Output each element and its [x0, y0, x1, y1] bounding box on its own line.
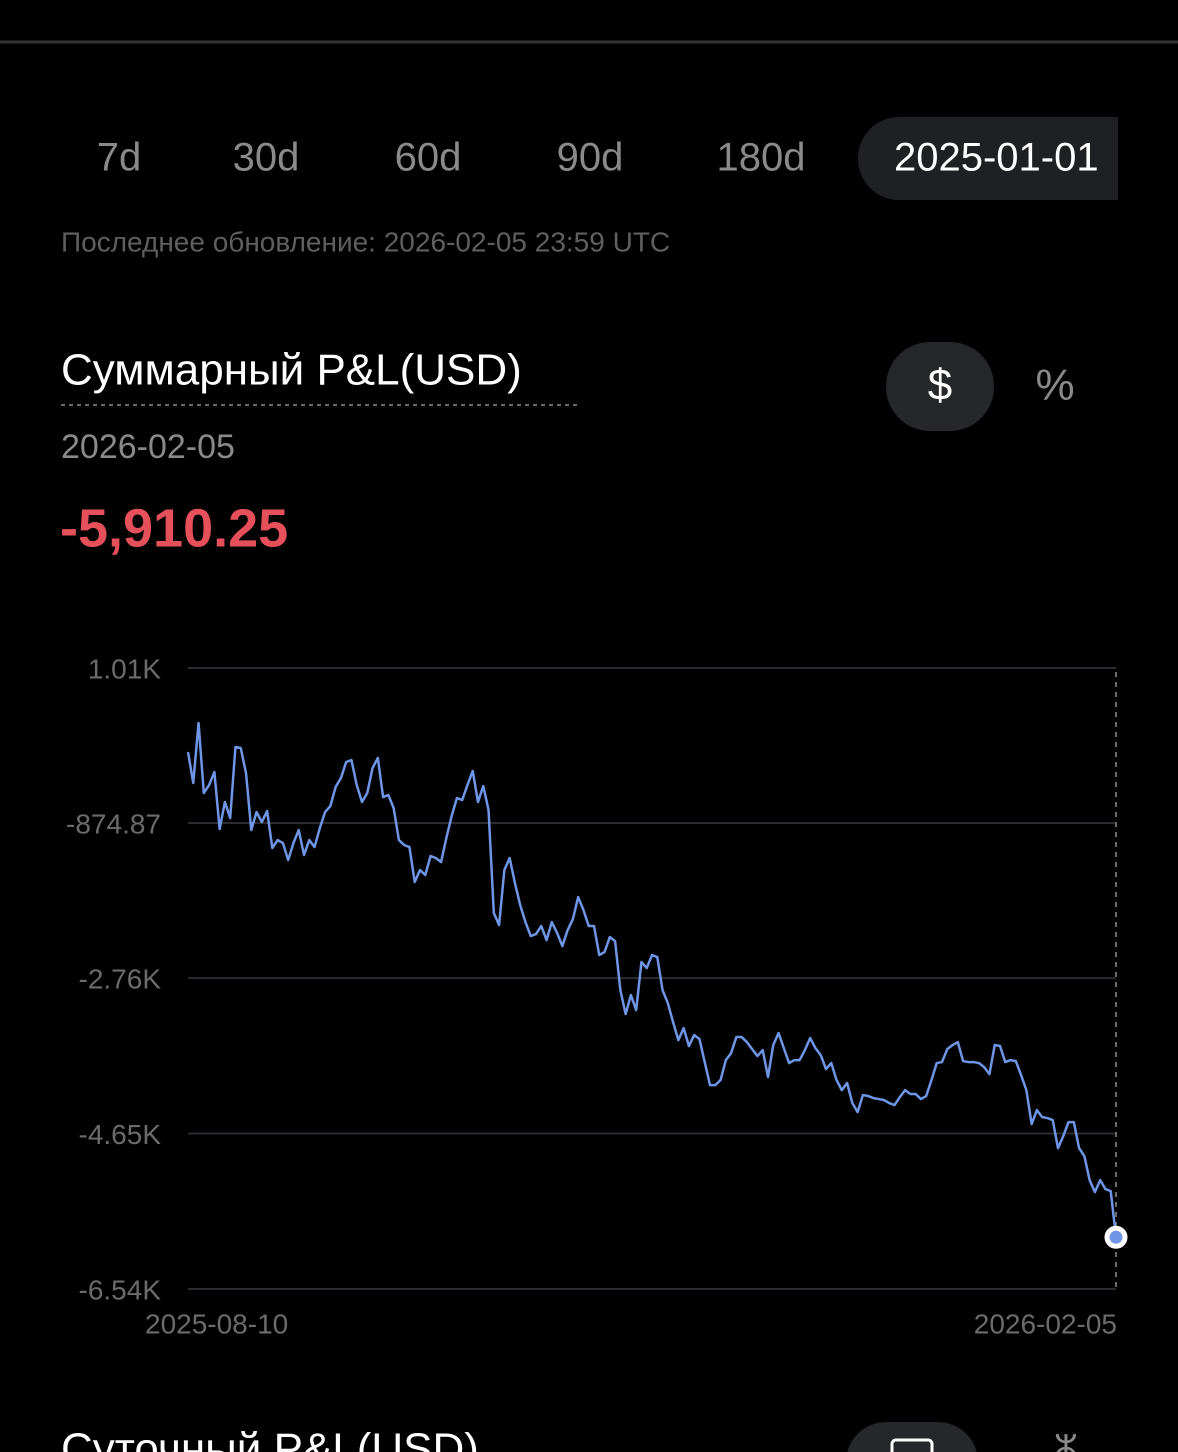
tab[interactable]: 30d [233, 136, 300, 180]
y-tick-label: 1.01K [88, 653, 161, 684]
pnl-value: -5,910.25 [60, 498, 288, 558]
y-tick-label: -874.87 [66, 808, 161, 839]
selected-date: 2026-02-05 [61, 428, 235, 466]
tab[interactable]: 90d [557, 136, 624, 180]
tab[interactable]: 60d [395, 136, 462, 180]
x-tick-label: 2026-02-05 [974, 1308, 1117, 1339]
tab[interactable]: 2025-01-01 [894, 136, 1099, 180]
section-title[interactable]: Суточный P&L(USD) [61, 1425, 479, 1452]
unit-option[interactable]: $ [928, 361, 952, 410]
y-tick-label: -6.54K [79, 1274, 162, 1305]
chart: 1.01K -874.87 -2.76K -4.65K -6.54K2025-08-10… [66, 653, 1128, 1339]
tab-selected-bg[interactable] [858, 117, 1178, 200]
x-tick-label: 2025-08-10 [145, 1308, 288, 1339]
view-toggle-selected[interactable] [846, 1422, 978, 1452]
tab[interactable]: 7d [97, 136, 142, 180]
calendar-icon [890, 1438, 934, 1452]
unit-option[interactable]: % [1035, 361, 1074, 410]
tab[interactable]: 180d [717, 136, 806, 180]
unit-toggle-selected[interactable] [886, 342, 994, 431]
y-tick-label: -4.65K [79, 1119, 162, 1150]
view-option-icon[interactable]: ⵣ [1054, 1430, 1078, 1452]
pnl-line [186, 721, 1118, 1238]
tab-bar: 7d 30d 60d 90d 180d 2025-01-01 [97, 117, 1178, 200]
section-title[interactable]: Суммарный P&L(USD) [61, 346, 522, 395]
last-updated: Последнее обновление: 2026-02-05 23:59 U… [61, 226, 670, 257]
last-point [1104, 1225, 1128, 1249]
y-tick-label: -2.76K [79, 963, 162, 994]
